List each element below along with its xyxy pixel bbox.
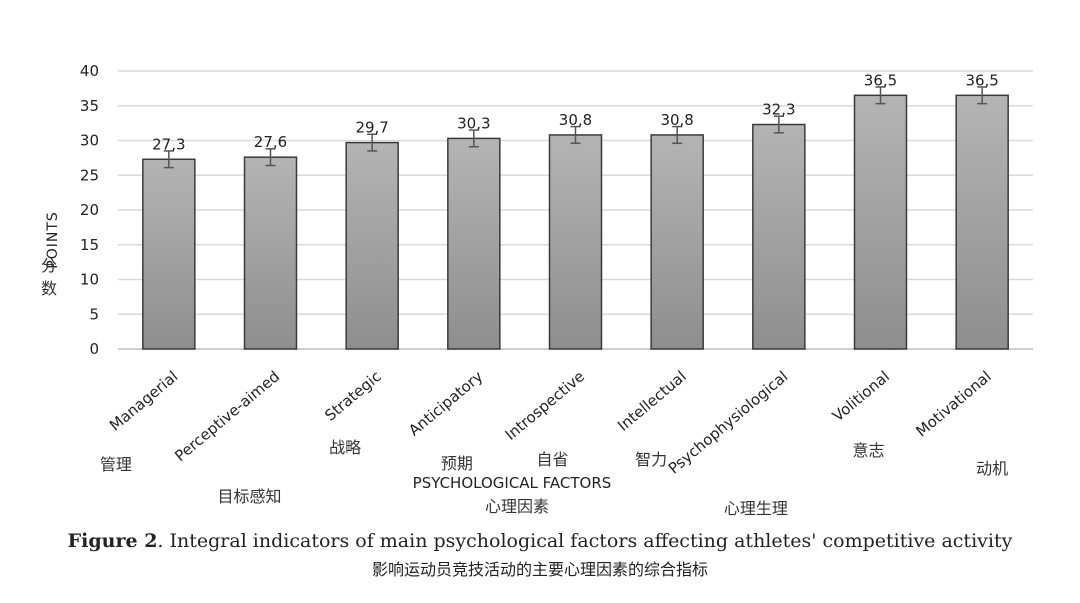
- x-tick-label-cn: 意志: [853, 441, 885, 460]
- x-tick-label: Strategic: [321, 367, 385, 424]
- y-tick-label: 0: [89, 340, 99, 358]
- bar: [955, 94, 1009, 350]
- bar: [243, 156, 298, 350]
- x-tick-label-cn: 自省: [537, 450, 569, 469]
- x-tick-label: Motivational: [912, 367, 994, 440]
- data-label: 30,3: [457, 114, 490, 132]
- data-label: 30,8: [559, 111, 592, 129]
- x-tick-label: Anticipatory: [405, 367, 486, 439]
- x-tick-label-cn: 目标感知: [218, 487, 282, 506]
- data-label: 32,3: [762, 101, 795, 119]
- data-label: 36,5: [965, 71, 998, 89]
- bar: [345, 141, 399, 350]
- y-axis-title: POINTS 分 数: [41, 211, 61, 298]
- bar-chart: 0 5 10 15 20 25 30 35 40 27,3 Managerial 管理 27,6 Perc…: [41, 62, 1033, 518]
- x-tick-label-cn: 智力: [635, 450, 667, 469]
- x-tick-label-cn: 管理: [100, 455, 132, 474]
- y-tick-label: 20: [80, 201, 99, 219]
- data-label: 27,3: [152, 135, 185, 153]
- y-axis-label-cn-char-2: 数: [41, 279, 57, 298]
- y-tick-label: 40: [80, 62, 99, 80]
- y-tick-label: 5: [89, 305, 99, 323]
- x-tick-label-cn: 心理生理: [724, 499, 788, 518]
- y-tick-label: 35: [80, 97, 99, 115]
- figure-caption: Figure 2. Integral indicators of main ps…: [0, 530, 1080, 552]
- x-tick-label: Managerial: [106, 367, 181, 434]
- bars: [142, 86, 1009, 350]
- figure-label: Figure 2: [67, 530, 158, 552]
- y-tick-label: 30: [80, 132, 99, 150]
- y-tick-label: 10: [80, 271, 99, 289]
- bar: [142, 158, 196, 350]
- bar: [752, 123, 806, 350]
- y-axis-label: POINTS: [45, 211, 61, 269]
- data-label: 36,5: [864, 71, 897, 89]
- bar: [447, 137, 501, 350]
- data-label: 29,7: [355, 119, 388, 137]
- data-label: 30,8: [660, 111, 693, 129]
- x-tick-label-cn: 战略: [329, 438, 361, 457]
- x-tick-label-cn: 动机: [976, 459, 1008, 478]
- y-axis-label-cn-char-1: 分: [41, 256, 57, 275]
- figure-caption-cn: 影响运动员竞技活动的主要心理因素的综合指标: [371, 560, 708, 579]
- y-tick-label: 15: [80, 236, 99, 254]
- x-axis-label: PSYCHOLOGICAL FACTORS: [413, 474, 612, 492]
- bar: [853, 94, 908, 350]
- x-tick-label: Intellectual: [614, 367, 690, 435]
- x-tick-label: Volitional: [829, 367, 893, 425]
- y-tick-label: 25: [80, 166, 99, 184]
- bar: [548, 134, 603, 350]
- figure-caption-text: . Integral indicators of main psychologi…: [157, 530, 1013, 552]
- x-tick-label: Introspective: [502, 367, 588, 444]
- x-tick-label: Perceptive-aimed: [171, 367, 283, 465]
- x-axis-label-cn: 心理因素: [485, 497, 549, 516]
- data-label: 27,6: [254, 133, 287, 151]
- x-tick-label-cn: 预期: [441, 454, 473, 473]
- bar: [650, 134, 704, 350]
